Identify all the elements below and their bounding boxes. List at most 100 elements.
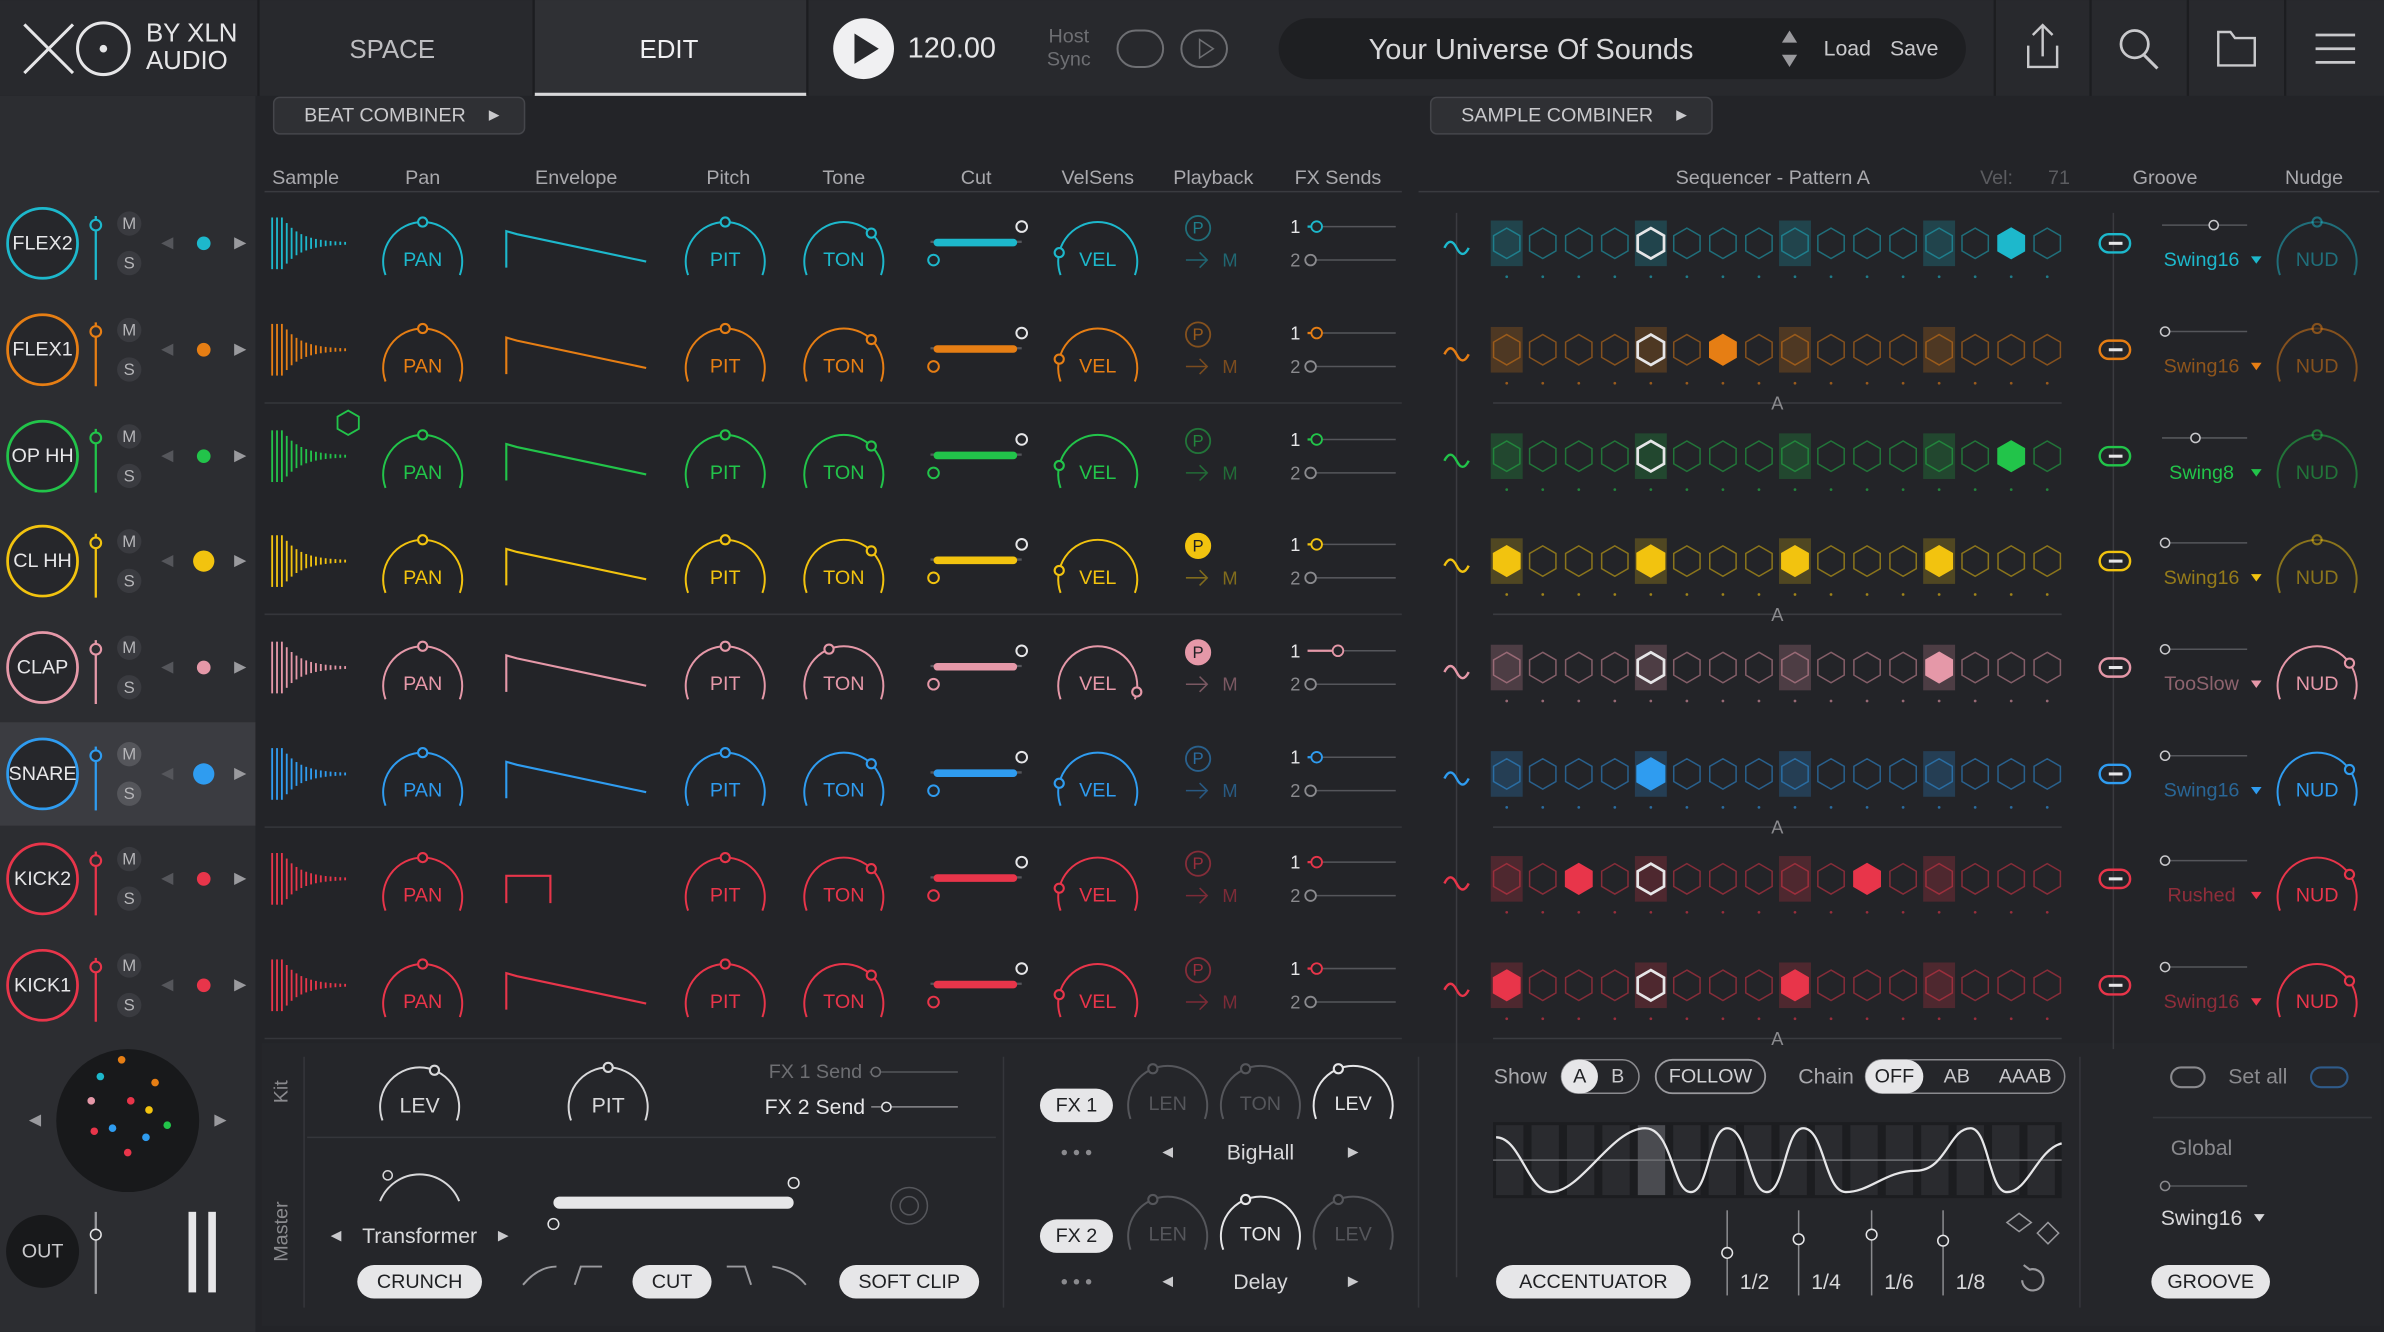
mute-button[interactable] [117, 317, 142, 343]
step[interactable] [1817, 333, 1845, 366]
step[interactable] [1600, 227, 1629, 260]
step[interactable] [1889, 227, 1918, 260]
dropdown-arrow[interactable] [2250, 998, 2262, 1006]
master-amount[interactable] [553, 1196, 794, 1209]
dropdown-arrow[interactable] [2254, 1214, 2265, 1222]
playback-mode[interactable] [1185, 321, 1212, 348]
pattern-option[interactable]: A [1573, 1066, 1587, 1088]
step[interactable] [2033, 333, 2062, 366]
step[interactable] [2033, 227, 2062, 260]
step[interactable] [2033, 757, 2062, 791]
step[interactable] [1961, 862, 1990, 895]
groove-handle[interactable] [2190, 432, 2201, 444]
track-name[interactable]: CL HH [13, 550, 72, 572]
button-label[interactable]: SOFT CLIP [858, 1271, 960, 1293]
groove-toggle[interactable] [2098, 550, 2132, 572]
step[interactable] [1492, 651, 1521, 684]
volume-handle[interactable] [89, 325, 103, 338]
preset-box[interactable] [1278, 18, 1966, 80]
knob-arc[interactable] [803, 856, 885, 911]
send-handle[interactable] [1304, 678, 1317, 691]
preset-up[interactable] [1781, 30, 1798, 43]
arrow-button[interactable] [161, 767, 174, 781]
track-name[interactable]: FLEX2 [12, 232, 72, 254]
groove-toggle[interactable] [2098, 974, 2132, 996]
playback-mode[interactable] [1185, 745, 1212, 772]
step[interactable] [1708, 969, 1737, 1002]
step[interactable] [1925, 333, 1954, 366]
step[interactable] [1853, 333, 1881, 366]
groove-toggle[interactable] [2098, 763, 2132, 785]
mute-label[interactable]: M [122, 638, 136, 657]
arrow-button[interactable] [497, 1230, 509, 1242]
step[interactable] [1672, 651, 1701, 684]
mute-label[interactable]: M [122, 956, 136, 975]
step[interactable] [1672, 440, 1701, 473]
dropdown-arrow[interactable] [2250, 362, 2262, 371]
volume-handle[interactable] [89, 1228, 102, 1241]
step[interactable] [1492, 757, 1521, 791]
step[interactable] [1961, 545, 1990, 578]
knob-arc[interactable] [1127, 1064, 1209, 1120]
solo-label[interactable]: S [124, 784, 135, 803]
send-handle[interactable] [881, 1101, 892, 1113]
knob-arc[interactable] [803, 221, 885, 276]
solo-label[interactable]: S [124, 996, 135, 1015]
volume-handle[interactable] [89, 749, 103, 763]
knob-arc[interactable] [803, 645, 885, 700]
step[interactable] [1564, 545, 1593, 578]
step[interactable] [1853, 862, 1881, 895]
arrow-button[interactable] [1676, 110, 1687, 121]
cut-range[interactable] [933, 662, 1018, 671]
set-all-label[interactable]: Set all [2228, 1065, 2287, 1089]
combiner-button[interactable] [272, 96, 526, 135]
step[interactable] [1600, 969, 1629, 1002]
dice-icon[interactable] [2005, 1212, 2060, 1245]
button[interactable] [1039, 1219, 1113, 1253]
step[interactable] [1636, 544, 1666, 578]
step[interactable] [1564, 227, 1593, 260]
step[interactable] [2033, 440, 2062, 473]
step[interactable] [1528, 333, 1557, 366]
step[interactable] [1781, 969, 1809, 1002]
track-button[interactable] [6, 631, 79, 704]
step[interactable] [1745, 862, 1773, 895]
knob-arc[interactable] [1312, 1195, 1394, 1251]
track-name[interactable]: KICK1 [14, 974, 71, 996]
step[interactable] [1961, 757, 1990, 791]
dropdown-arrow[interactable] [2250, 574, 2262, 582]
send-handle[interactable] [1310, 220, 1323, 233]
cut-range[interactable] [933, 980, 1018, 989]
chain-option[interactable]: AB [1944, 1066, 1970, 1088]
button-label[interactable]: CRUNCH [377, 1271, 463, 1293]
step[interactable] [1672, 333, 1701, 366]
step[interactable] [1528, 227, 1557, 260]
mute-button[interactable] [117, 529, 142, 554]
mute-button[interactable] [117, 635, 142, 660]
groove-toggle[interactable] [2098, 232, 2132, 254]
step[interactable] [2033, 651, 2062, 684]
step[interactable] [1781, 862, 1809, 895]
step[interactable] [1889, 545, 1918, 578]
groove-handle[interactable] [2159, 1180, 2171, 1192]
button[interactable] [839, 1265, 980, 1299]
step-wave-icon[interactable] [1443, 771, 1470, 786]
groove-handle[interactable] [2159, 750, 2171, 762]
step[interactable] [2033, 545, 2062, 578]
arrow-button[interactable] [234, 555, 247, 568]
send-handle[interactable] [1310, 538, 1323, 551]
cut-range[interactable] [933, 874, 1018, 882]
button-label[interactable]: FX 1 [1056, 1094, 1098, 1116]
groove-handle[interactable] [2159, 537, 2171, 549]
track-button[interactable] [6, 419, 79, 493]
step[interactable] [1853, 545, 1881, 578]
solo-label[interactable]: S [124, 360, 135, 379]
dropdown-arrow[interactable] [2250, 256, 2262, 264]
button[interactable] [1039, 1088, 1113, 1123]
step[interactable] [1889, 969, 1918, 1002]
step[interactable] [1600, 545, 1629, 578]
arrow-button[interactable] [161, 555, 174, 568]
step[interactable] [1817, 862, 1845, 895]
solo-label[interactable]: S [124, 254, 135, 273]
step[interactable] [1600, 862, 1629, 895]
